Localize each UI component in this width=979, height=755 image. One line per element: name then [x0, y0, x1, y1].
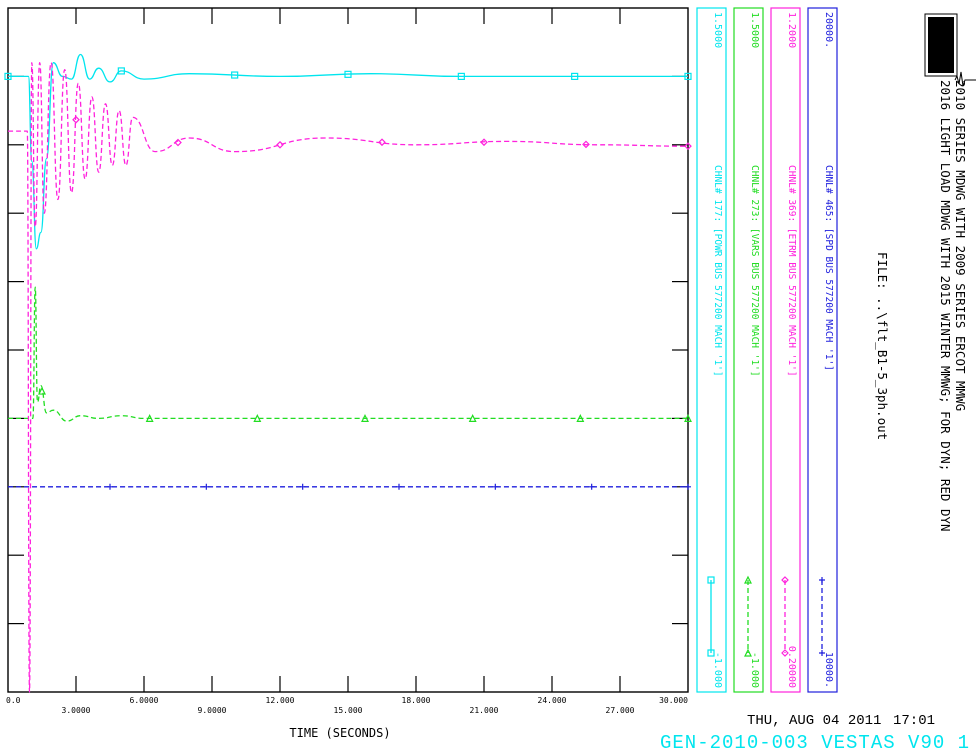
plot-area	[4, 7, 692, 693]
x-tick-label: 6.0000	[130, 696, 159, 705]
data-point	[276, 140, 284, 149]
data-point	[707, 576, 715, 584]
data-point	[117, 67, 125, 75]
data-point	[707, 649, 715, 657]
data-point	[685, 483, 691, 490]
series-line	[8, 53, 688, 250]
scale-min-label: 0.20000	[786, 646, 797, 688]
x-tick-label: 27.000	[606, 706, 635, 715]
data-point	[344, 70, 352, 78]
psse-logo-panel	[928, 17, 954, 73]
data-point	[299, 483, 306, 490]
case-title: GEN-2010-003 VESTAS V90 1	[660, 732, 971, 754]
logo-waveform-icon	[954, 71, 976, 87]
channel-label: CHNL# 273: [VARS BUS 577200 MACH '1']	[749, 165, 760, 377]
data-point	[480, 138, 488, 147]
data-point	[819, 650, 825, 656]
data-point	[253, 414, 262, 422]
series-line	[8, 286, 688, 422]
data-point	[203, 483, 210, 490]
data-point	[361, 414, 369, 422]
data-point	[378, 138, 386, 147]
scale-max-label: 1.2000	[786, 12, 797, 48]
legend-frame	[733, 7, 764, 693]
scale-min-label: 10000.	[823, 652, 834, 688]
y-tick-marks	[8, 75, 688, 625]
title-line-2: 2016 LIGHT LOAD MDWG WITH 2015 WINTER MM…	[938, 80, 953, 532]
channel-label: CHNL# 369: [ETRM BUS 577200 MACH '1']	[786, 165, 797, 377]
header-block: 2010 SERIES MDWG WITH 2009 SERIES ERCOT …	[875, 13, 976, 532]
data-point	[576, 414, 585, 422]
data-point	[571, 72, 579, 81]
x-tick-label: 24.000	[538, 696, 567, 705]
data-point	[819, 577, 825, 583]
channel-legend: 1.5000 -1.000 CHNL# 177: [POWR BUS 577200 …	[696, 7, 838, 693]
data-point	[744, 575, 752, 584]
legend-column: 1.5000 -1.000 CHNL# 177: [POWR BUS 577200 …	[696, 7, 727, 693]
x-tick-label: 21.000	[470, 706, 499, 715]
x-tick-label: 12.000	[266, 696, 295, 705]
x-axis-label: TIME (SECONDS)	[289, 726, 390, 740]
data-point	[457, 72, 465, 81]
title-line-1: 2010 SERIES MDWG WITH 2009 SERIES ERCOT …	[953, 80, 968, 411]
series-layer	[4, 53, 692, 693]
channel-label: CHNL# 177: [POWR BUS 577200 MACH '1']	[712, 165, 723, 377]
legend-frame	[807, 7, 838, 693]
file-label: FILE: ..\flt_B1-5_3ph.out	[875, 252, 890, 440]
legend-column: 20000. 10000. CHNL# 465: [SPD BUS 577200 M…	[807, 7, 838, 693]
data-point	[4, 72, 12, 81]
series-line	[8, 62, 689, 693]
x-tick-label: 18.000	[402, 696, 431, 705]
run-date: THU, AUG 04 2011	[747, 713, 882, 729]
legend-column: 1.5000 -1.000 CHNL# 273: [VARS BUS 577200 …	[733, 7, 764, 693]
scale-max-label: 20000.	[823, 12, 834, 48]
data-point	[588, 483, 595, 490]
scale-max-label: 1.5000	[712, 12, 723, 48]
data-point	[781, 576, 789, 584]
scale-min-label: -1.000	[749, 652, 760, 688]
x-tick-labels: 0.0 3.0000 6.0000 9.0000 12.000 15.000 18.000 2…	[6, 696, 688, 715]
channel-label: CHNL# 465: [SPD BUS 577200 MACH '1']	[823, 165, 834, 371]
data-point	[174, 138, 182, 147]
data-point	[145, 414, 154, 422]
data-point	[684, 72, 692, 81]
legend-frame	[696, 7, 727, 693]
x-tick-label: 15.000	[334, 706, 363, 715]
legend-column: 1.2000 0.20000 CHNL# 369: [ETRM BUS 577200…	[770, 7, 801, 693]
plot-frame	[7, 7, 689, 693]
data-point	[231, 71, 239, 79]
run-time: 17:01	[893, 713, 936, 729]
data-point	[684, 142, 692, 151]
data-point	[107, 483, 113, 490]
data-point	[492, 483, 499, 490]
x-tick-label: 30.000	[659, 696, 688, 705]
x-tick-label: 3.0000	[62, 706, 91, 715]
data-point	[744, 648, 752, 657]
x-tick-label: 9.0000	[198, 706, 227, 715]
data-point	[684, 414, 692, 422]
x-tick-label: 0.0	[6, 696, 21, 705]
data-point	[468, 414, 477, 422]
scale-min-label: -1.000	[712, 652, 723, 688]
legend-frame	[770, 7, 801, 693]
data-point	[38, 386, 46, 395]
data-point	[582, 140, 590, 149]
scale-max-label: 1.5000	[749, 12, 760, 48]
data-point	[396, 483, 402, 490]
data-point	[72, 115, 80, 124]
x-tick-marks	[75, 8, 621, 692]
data-point	[781, 649, 789, 657]
